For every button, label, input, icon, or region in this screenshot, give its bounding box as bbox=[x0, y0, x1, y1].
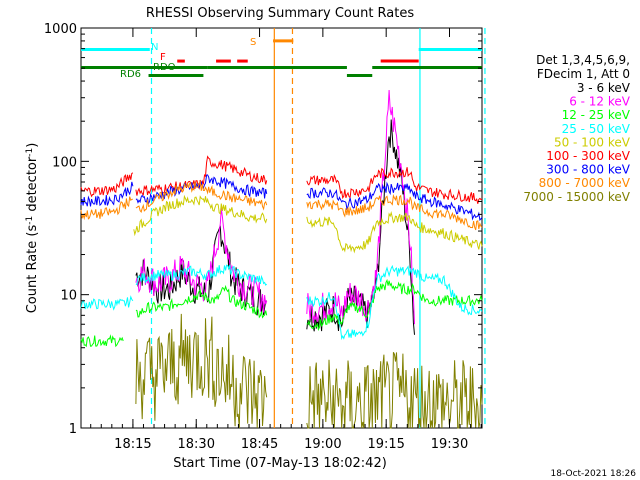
series-line-7 bbox=[80, 180, 483, 231]
legend-entry-7: 800 - 7000 keV bbox=[539, 176, 631, 190]
chart-title: RHESSI Observing Summary Count Rates bbox=[146, 6, 415, 21]
x-axis: 18:15 18:30 18:45 19:00 19:15 19:30 bbox=[90, 28, 482, 452]
y-tick-label: 1000 bbox=[44, 22, 77, 37]
timestamp: 18-Oct-2021 18:26 bbox=[551, 469, 637, 479]
flag-label-rdo: RDO bbox=[153, 62, 176, 73]
legend-entry-3: 25 - 50 keV bbox=[562, 122, 631, 136]
y-axis: 1 10 100 1000 bbox=[44, 22, 482, 437]
legend-entry-5: 100 - 300 keV bbox=[546, 149, 630, 163]
x-tick-label: 19:00 bbox=[304, 437, 341, 452]
y-tick-label: 100 bbox=[52, 155, 77, 170]
legend: Det 1,3,4,5,6,9, FDecim 1, Att 0 3 - 6 k… bbox=[523, 53, 630, 204]
series-line-4 bbox=[133, 194, 483, 254]
y-axis-label: Count Rate (s-1 detector-1) bbox=[25, 143, 40, 314]
y-tick-label: 10 bbox=[60, 289, 77, 304]
y-axis-label-main: Count Rate (s bbox=[25, 225, 40, 314]
flag-label-n: N bbox=[151, 42, 158, 53]
legend-header-2: FDecim 1, Att 0 bbox=[537, 67, 630, 81]
legend-entry-0: 3 - 6 keV bbox=[577, 81, 631, 95]
y-axis-label-mid: detector bbox=[25, 156, 40, 216]
flag-label-rd6: RD6 bbox=[120, 69, 141, 80]
flag-label-f: F bbox=[160, 52, 166, 63]
legend-entry-2: 12 - 25 keV bbox=[562, 108, 631, 122]
series-line-5 bbox=[80, 155, 483, 204]
flag-label-s: S bbox=[250, 37, 256, 48]
legend-entry-6: 300 - 800 keV bbox=[546, 163, 630, 177]
y-tick-label: 1 bbox=[69, 422, 77, 437]
legend-entry-8: 7000 - 15000 keV bbox=[523, 190, 630, 204]
x-tick-label: 18:45 bbox=[241, 437, 278, 452]
x-tick-label: 19:30 bbox=[431, 437, 468, 452]
series-line-6 bbox=[80, 174, 483, 221]
series-line-1 bbox=[135, 89, 415, 325]
legend-header-1: Det 1,3,4,5,6,9, bbox=[536, 53, 630, 67]
series-line-2 bbox=[80, 278, 483, 348]
y-axis-label-end: ) bbox=[25, 143, 40, 148]
x-tick-label: 18:30 bbox=[178, 437, 215, 452]
y-axis-label-exponent-2: -1 bbox=[25, 148, 35, 157]
legend-entry-1: 6 - 12 keV bbox=[569, 95, 631, 109]
x-tick-label: 19:15 bbox=[367, 437, 404, 452]
x-tick-label: 18:15 bbox=[114, 437, 151, 452]
y-axis-label-exponent-1: -1 bbox=[25, 216, 35, 225]
x-axis-label: Start Time (07-May-13 18:02:42) bbox=[173, 456, 387, 471]
series-line-8 bbox=[135, 313, 483, 429]
legend-entry-4: 50 - 100 keV bbox=[554, 135, 631, 149]
series-line-3 bbox=[80, 264, 483, 341]
plot-frame bbox=[80, 27, 483, 429]
